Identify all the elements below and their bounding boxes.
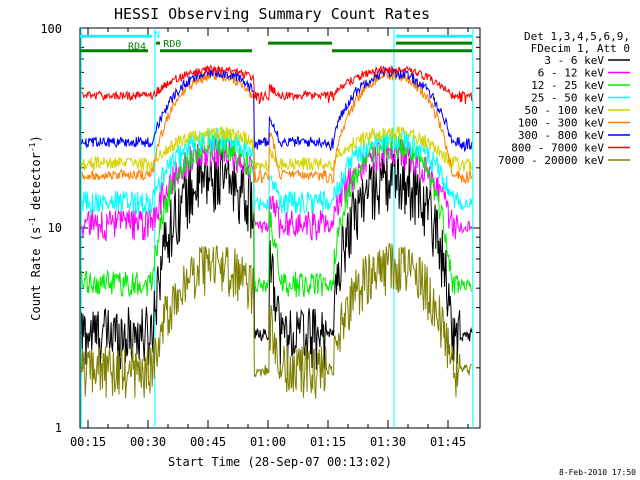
timestamp: 8-Feb-2010 17:50	[559, 468, 636, 477]
x-axis-label: Start Time (28-Sep-07 00:13:02)	[168, 455, 392, 469]
legend-label: 7000 - 20000 keV	[498, 154, 604, 167]
series-layer	[81, 64, 473, 399]
y-axis-label: Count Rate (s-1 detector-1)	[28, 135, 43, 320]
legend-label: 300 - 800 keV	[518, 129, 604, 142]
y-tick-label-10: 10	[48, 221, 62, 235]
legend-label: 100 - 300 keV	[518, 117, 604, 130]
x-tick-label: 01:00	[250, 435, 286, 449]
series-line-7	[81, 64, 473, 105]
series-line-8	[81, 243, 473, 399]
flag-label: RD0	[163, 39, 181, 50]
series-line-5	[81, 69, 473, 184]
series-line-6	[81, 66, 473, 153]
legend-label: 6 - 12 keV	[538, 67, 605, 80]
series-line-3	[81, 126, 473, 217]
legend-label: 12 - 25 keV	[531, 79, 604, 92]
x-tick-labels: 00:15 00:30 00:45 01:00 01:15 01:30 01:45	[70, 435, 466, 449]
legend-label: 800 - 7000 keV	[511, 142, 604, 155]
y-tick-label-1: 1	[55, 421, 62, 435]
legend-header-line2: FDecim 1, Att 0	[531, 42, 630, 55]
axis-ticks	[80, 28, 480, 429]
x-tick-label: 00:45	[190, 435, 226, 449]
x-tick-label: 01:15	[310, 435, 346, 449]
x-tick-label: 00:15	[70, 435, 106, 449]
legend-label: 3 - 6 keV	[544, 54, 604, 67]
legend-header-line1: Det 1,3,4,5,6,9,	[524, 30, 630, 43]
series-line-0	[81, 151, 473, 370]
x-tick-label: 00:30	[130, 435, 166, 449]
x-tick-label: 01:45	[430, 435, 466, 449]
flag-label: RD4	[128, 42, 146, 53]
series-line-4	[81, 126, 473, 173]
x-tick-label: 01:30	[370, 435, 406, 449]
chart-title: HESSI Observing Summary Count Rates	[114, 5, 430, 23]
legend-label: 50 - 100 keV	[525, 104, 605, 117]
flag-label: N	[154, 30, 160, 41]
y-tick-label-100: 100	[40, 22, 62, 36]
legend-label: 25 - 50 keV	[531, 92, 604, 105]
series-line-2	[81, 133, 473, 298]
